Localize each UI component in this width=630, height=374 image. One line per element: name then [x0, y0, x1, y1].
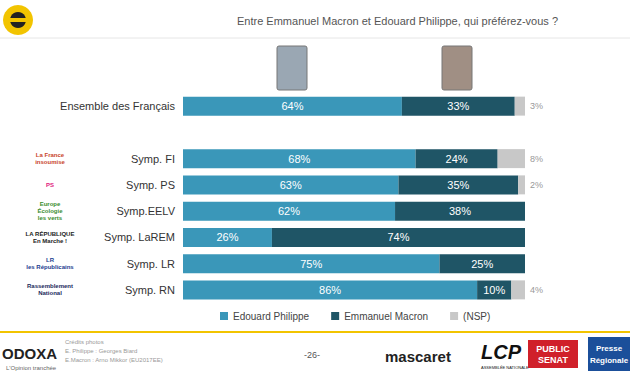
svg-text:Symp.EELV: Symp.EELV	[117, 205, 176, 217]
svg-text:insoumise: insoumise	[35, 159, 65, 165]
svg-text:10%: 10%	[483, 284, 505, 296]
svg-text:LCP: LCP	[481, 341, 522, 363]
svg-text:PUBLIC: PUBLIC	[536, 344, 570, 354]
svg-text:LA RÉPUBLIQUE: LA RÉPUBLIQUE	[26, 230, 75, 237]
svg-text:Symp. PS: Symp. PS	[126, 179, 175, 191]
svg-text:En Marche !: En Marche !	[33, 238, 67, 244]
svg-text:63%: 63%	[280, 179, 302, 191]
svg-text:68%: 68%	[288, 153, 310, 165]
svg-text:National: National	[38, 290, 62, 296]
svg-text:74%: 74%	[387, 231, 409, 243]
svg-text:ASSEMBLÉE NATIONALE: ASSEMBLÉE NATIONALE	[481, 365, 529, 370]
svg-text:SENAT: SENAT	[538, 355, 568, 365]
svg-text:ODOXA: ODOXA	[2, 345, 57, 362]
svg-text:E.Macron : Arno Mikkor (EU2017: E.Macron : Arno Mikkor (EU2017EE)	[65, 357, 163, 363]
svg-text:62%: 62%	[278, 205, 300, 217]
svg-text:La France: La France	[36, 152, 65, 158]
svg-text:Europe: Europe	[40, 201, 61, 207]
svg-text:3%: 3%	[530, 101, 543, 111]
svg-text:33%: 33%	[447, 100, 469, 112]
svg-text:8%: 8%	[530, 154, 543, 164]
svg-text:Symp. LaREM: Symp. LaREM	[104, 231, 175, 243]
svg-text:Écologie: Écologie	[37, 207, 63, 214]
svg-text:Crédits photos: Crédits photos	[65, 339, 104, 345]
svg-text:Presse: Presse	[596, 344, 623, 353]
svg-text:38%: 38%	[449, 205, 471, 217]
svg-text:mascaret: mascaret	[385, 348, 451, 365]
svg-text:les Républicains: les Républicains	[26, 264, 74, 270]
svg-text:PS: PS	[46, 182, 54, 188]
svg-text:26%: 26%	[216, 231, 238, 243]
svg-text:(NSP): (NSP)	[463, 311, 490, 322]
svg-text:Rassemblement: Rassemblement	[27, 283, 73, 289]
svg-text:4%: 4%	[530, 285, 543, 295]
svg-text:Emmanuel Macron: Emmanuel Macron	[344, 311, 428, 322]
svg-text:L'Opinion tranchée: L'Opinion tranchée	[6, 365, 57, 371]
svg-text:64%: 64%	[281, 100, 303, 112]
svg-text:les verts: les verts	[38, 215, 63, 221]
svg-text:2%: 2%	[530, 180, 543, 190]
svg-text:75%: 75%	[300, 258, 322, 270]
svg-text:Symp. FI: Symp. FI	[131, 153, 175, 165]
svg-text:Régionale: Régionale	[590, 356, 629, 365]
svg-text:Ensemble des Français: Ensemble des Français	[60, 100, 175, 112]
svg-text:86%: 86%	[319, 284, 341, 296]
svg-text:Symp. LR: Symp. LR	[127, 258, 175, 270]
svg-text:-26-: -26-	[304, 350, 320, 360]
svg-text:35%: 35%	[447, 179, 469, 191]
svg-text:24%: 24%	[446, 153, 468, 165]
svg-text:LR: LR	[46, 257, 55, 263]
svg-text:Symp. RN: Symp. RN	[125, 284, 175, 296]
svg-text:Edouard Philippe: Edouard Philippe	[233, 311, 310, 322]
svg-text:E. Philippe : Georges Biard: E. Philippe : Georges Biard	[65, 348, 137, 354]
svg-text:25%: 25%	[471, 258, 493, 270]
svg-text:Entre Emmanuel Macron et Edoua: Entre Emmanuel Macron et Edouard Philipp…	[237, 15, 558, 27]
